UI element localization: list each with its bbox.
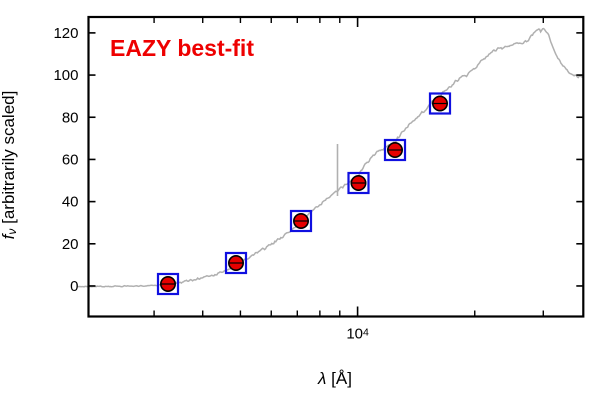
svg-text:80: 80	[62, 109, 79, 126]
svg-text:fν [arbitrarily scaled]: fν [arbitrarily scaled]	[0, 91, 19, 240]
svg-text:40: 40	[62, 194, 79, 211]
svg-text:60: 60	[62, 151, 79, 168]
svg-text:120: 120	[53, 25, 78, 42]
svg-text:100: 100	[53, 67, 78, 84]
svg-text:20: 20	[62, 236, 79, 253]
svg-text:λ [Å]: λ [Å]	[317, 369, 352, 388]
svg-text:EAZY best-fit: EAZY best-fit	[110, 35, 254, 61]
svg-text:0: 0	[70, 278, 78, 295]
